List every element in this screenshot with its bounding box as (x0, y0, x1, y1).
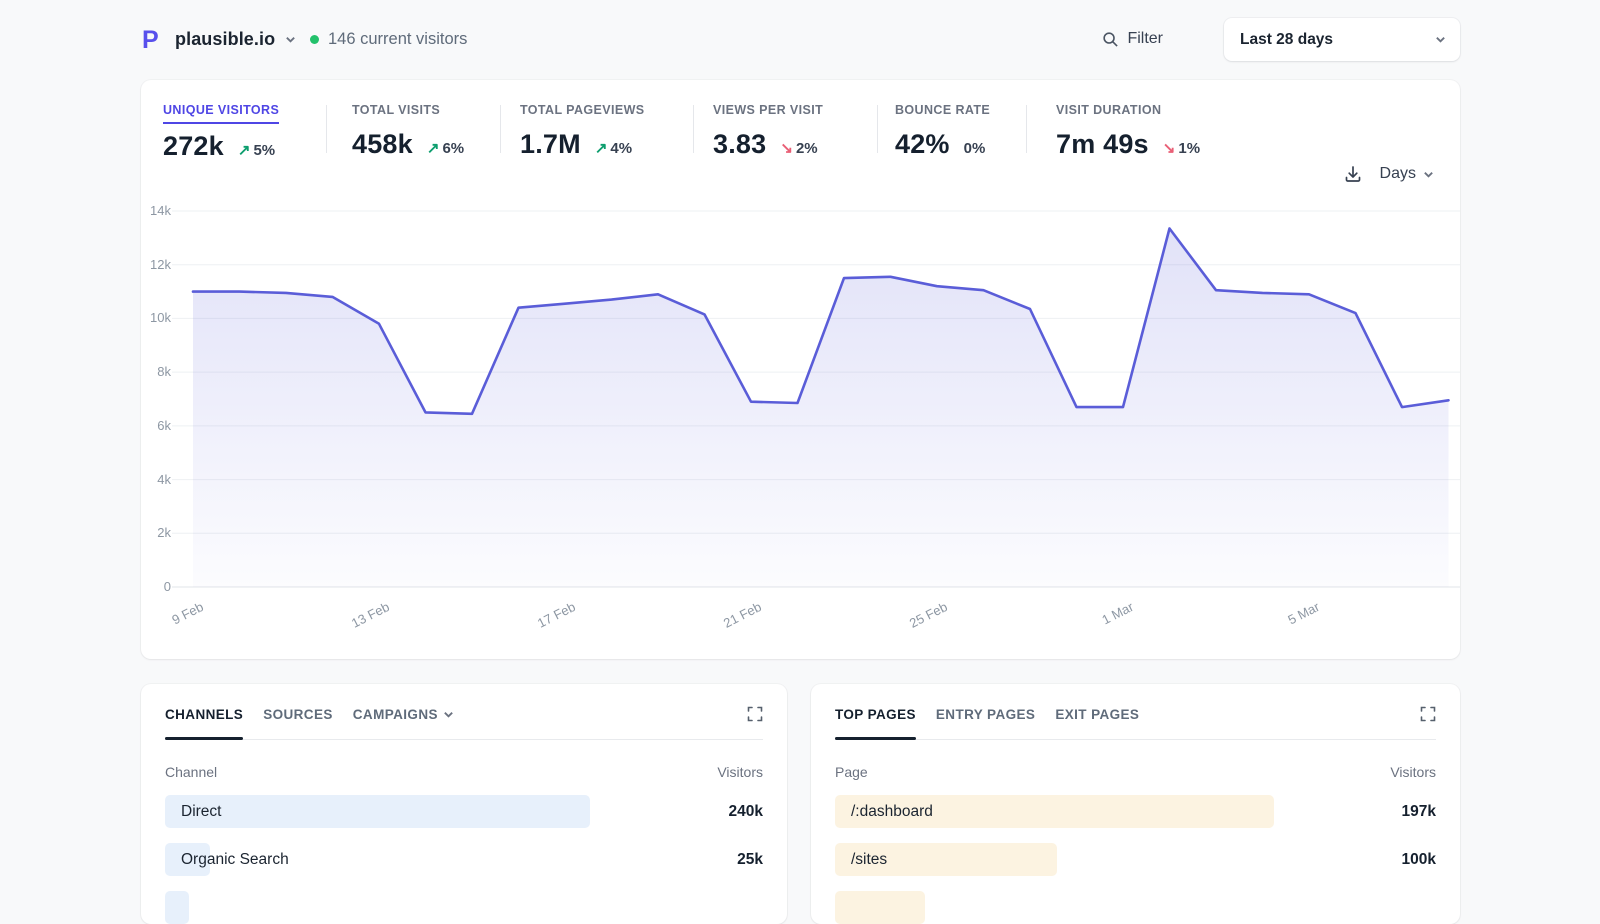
expand-icon (747, 706, 763, 722)
y-axis-tick: 2k (157, 525, 171, 541)
divider (500, 105, 501, 153)
trend-arrow-icon: ↗ (237, 142, 251, 159)
row-bar (835, 891, 926, 924)
divider (1026, 105, 1027, 153)
stat-unique-visitors[interactable]: UNIQUE VISITORS 272k ↗ 5% (163, 103, 280, 161)
divider (693, 105, 694, 153)
trend-arrow-icon: ↘ (780, 140, 793, 157)
column-dimension: Page (835, 764, 868, 780)
chart-line (191, 227, 1450, 416)
filter-button[interactable]: Filter (1102, 22, 1163, 56)
expand-icon (1420, 706, 1436, 722)
column-dimension: Channel (165, 764, 218, 780)
interval-dropdown[interactable]: Days (1380, 165, 1434, 183)
divider (877, 105, 878, 153)
visitors-chart: 0 2k 4k 6k 8k 10k 12k 14k 9 Feb 13 Feb 17 Feb 21 Fe… (141, 203, 1460, 645)
chart-svg (172, 210, 1460, 588)
table-row[interactable]: /:dashboard 197k (835, 795, 1436, 828)
y-axis-tick: 12k (150, 256, 171, 272)
pages-panel: TOP PAGES ENTRY PAGES EXIT PAGES Page Vi… (811, 684, 1460, 924)
chevron-down-icon (1424, 171, 1433, 178)
row-bar (165, 891, 189, 924)
x-axis-tick: 1 Mar (1099, 599, 1136, 628)
current-visitors[interactable]: 146 current visitors (310, 22, 467, 56)
column-metric: Visitors (717, 764, 763, 780)
row-bar (835, 843, 1058, 876)
top-bar: P plausible.io 146 current visitors Filt… (0, 0, 1600, 80)
stat-views-per-visit[interactable]: VIEWS PER VISIT 3.83 ↘ 2% (713, 103, 824, 159)
x-axis-tick: 9 Feb (169, 599, 206, 628)
y-axis-tick: 10k (150, 310, 171, 326)
y-axis-tick: 0 (163, 579, 171, 594)
row-bar (165, 843, 210, 876)
y-axis-tick: 14k (150, 203, 171, 218)
live-dot-icon (310, 34, 319, 44)
stat-visit-duration[interactable]: VISIT DURATION 7m 49s ↘ 1% (1056, 103, 1201, 159)
x-axis-tick: 13 Feb (348, 599, 392, 631)
tab-sources[interactable]: SOURCES (263, 706, 333, 722)
expand-button[interactable] (747, 706, 763, 722)
y-axis-tick: 8k (157, 364, 171, 380)
y-axis-tick: 4k (157, 471, 171, 487)
tab-entry-pages[interactable]: ENTRY PAGES (935, 706, 1036, 722)
svg-text:P: P (142, 26, 159, 52)
trend-arrow-icon: ↘ (1162, 140, 1176, 157)
trend-arrow-icon: ↗ (594, 140, 608, 157)
interval-value: Days (1379, 165, 1416, 182)
row-bar (835, 795, 1274, 828)
dashboard-card: UNIQUE VISITORS 272k ↗ 5% TOTAL VISITS 45… (141, 80, 1460, 659)
site-name: plausible.io (175, 28, 276, 49)
chevron-down-icon (1436, 37, 1445, 43)
table-header: Channel Visitors (165, 764, 763, 780)
table-row[interactable]: Organic Search 25k (165, 843, 763, 876)
filter-label: Filter (1127, 30, 1163, 47)
download-icon (1345, 166, 1360, 182)
search-icon (1103, 31, 1119, 47)
stat-total-pageviews[interactable]: TOTAL PAGEVIEWS 1.7M ↗ 4% (520, 103, 645, 159)
trend-arrow-icon: ↗ (426, 140, 440, 157)
download-button[interactable] (1343, 164, 1363, 184)
table-row[interactable] (835, 891, 1436, 924)
column-metric: Visitors (1390, 764, 1436, 780)
x-axis-tick: 21 Feb (720, 599, 764, 631)
table-row[interactable] (165, 891, 763, 924)
chevron-down-icon (444, 711, 453, 718)
date-range-dropdown[interactable]: Last 28 days (1224, 18, 1460, 61)
stat-bounce-rate[interactable]: BOUNCE RATE 42% 0% (895, 103, 991, 159)
x-axis-tick: 25 Feb (906, 599, 950, 631)
expand-button[interactable] (1420, 706, 1436, 722)
site-switcher[interactable]: P plausible.io (139, 22, 296, 56)
tab-top-pages[interactable]: TOP PAGES (835, 706, 916, 740)
divider (326, 105, 327, 153)
tab-channels[interactable]: CHANNELS (165, 706, 244, 740)
tab-exit-pages[interactable]: EXIT PAGES (1055, 706, 1140, 722)
table-header: Page Visitors (835, 764, 1436, 780)
y-axis-tick: 6k (157, 417, 171, 433)
tab-campaigns[interactable]: CAMPAIGNS (353, 707, 454, 722)
channels-tabs: CHANNELS SOURCES CAMPAIGNS (165, 704, 763, 740)
row-bar (165, 795, 590, 828)
x-axis-tick: 5 Mar (1285, 599, 1322, 628)
x-axis-tick: 17 Feb (534, 599, 578, 631)
table-row[interactable]: /sites 100k (835, 843, 1436, 876)
plausible-logo-icon: P (139, 26, 165, 52)
date-range-value: Last 28 days (1240, 30, 1334, 48)
chevron-down-icon (286, 36, 296, 43)
channels-panel: CHANNELS SOURCES CAMPAIGNS Channel Visit… (141, 684, 787, 924)
table-row[interactable]: Direct 240k (165, 795, 763, 828)
stat-total-visits[interactable]: TOTAL VISITS 458k ↗ 6% (352, 103, 465, 159)
chart-area-fill (193, 228, 1449, 587)
chart-controls: Days (1343, 164, 1434, 184)
pages-tabs: TOP PAGES ENTRY PAGES EXIT PAGES (835, 704, 1436, 740)
current-visitors-label: 146 current visitors (328, 29, 468, 48)
